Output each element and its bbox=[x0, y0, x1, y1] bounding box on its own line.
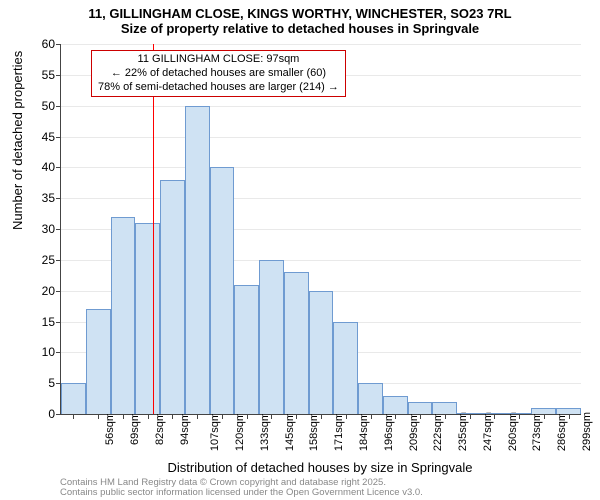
y-tick-label: 25 bbox=[25, 253, 55, 267]
x-tick-label: 69sqm bbox=[129, 412, 141, 445]
x-tick-label: 184sqm bbox=[358, 412, 370, 451]
histogram-bar bbox=[61, 383, 86, 414]
chart-title-main: 11, GILLINGHAM CLOSE, KINGS WORTHY, WINC… bbox=[0, 0, 600, 21]
x-tick-label: 120sqm bbox=[234, 412, 246, 451]
annotation-line: 78% of semi-detached houses are larger (… bbox=[98, 81, 339, 95]
histogram-bar bbox=[86, 309, 111, 414]
annotation-line: ← 22% of detached houses are smaller (60… bbox=[98, 67, 339, 81]
histogram-bar bbox=[135, 223, 160, 414]
y-tick-label: 50 bbox=[25, 99, 55, 113]
y-tick-label: 35 bbox=[25, 191, 55, 205]
y-tick-label: 55 bbox=[25, 68, 55, 82]
histogram-bar bbox=[284, 272, 309, 414]
histogram-bar bbox=[333, 322, 358, 415]
histogram-bar bbox=[160, 180, 185, 414]
annotation-line: 11 GILLINGHAM CLOSE: 97sqm bbox=[98, 53, 339, 67]
x-tick-label: 82sqm bbox=[154, 412, 166, 445]
y-tick-label: 5 bbox=[25, 376, 55, 390]
y-tick-label: 60 bbox=[25, 37, 55, 51]
histogram-bar bbox=[185, 106, 210, 414]
reference-line bbox=[153, 44, 154, 414]
x-tick-label: 222sqm bbox=[432, 412, 444, 451]
x-tick-label: 299sqm bbox=[581, 412, 593, 451]
y-tick-label: 10 bbox=[25, 345, 55, 359]
x-tick-label: 247sqm bbox=[482, 412, 494, 451]
x-tick-label: 107sqm bbox=[210, 412, 222, 451]
annotation-box: 11 GILLINGHAM CLOSE: 97sqm← 22% of detac… bbox=[91, 50, 346, 97]
histogram-bar bbox=[383, 396, 408, 415]
histogram-bar bbox=[358, 383, 383, 414]
y-tick-label: 20 bbox=[25, 284, 55, 298]
x-tick-label: 235sqm bbox=[457, 412, 469, 451]
x-axis-label: Distribution of detached houses by size … bbox=[60, 460, 580, 475]
histogram-bar bbox=[408, 402, 433, 414]
y-axis-label: Number of detached properties bbox=[10, 51, 25, 230]
x-tick-label: 286sqm bbox=[556, 412, 568, 451]
chart-title-sub: Size of property relative to detached ho… bbox=[0, 21, 600, 38]
histogram-bar bbox=[234, 285, 259, 415]
y-tick-label: 40 bbox=[25, 160, 55, 174]
y-tick-label: 45 bbox=[25, 130, 55, 144]
y-tick-label: 15 bbox=[25, 315, 55, 329]
x-tick-label: 171sqm bbox=[333, 412, 345, 451]
x-tick-label: 196sqm bbox=[383, 412, 395, 451]
x-tick-label: 56sqm bbox=[104, 412, 116, 445]
x-tick-label: 260sqm bbox=[507, 412, 519, 451]
histogram-bar bbox=[111, 217, 136, 414]
x-tick-label: 133sqm bbox=[259, 412, 271, 451]
x-tick-label: 145sqm bbox=[284, 412, 296, 451]
footer-line-2: Contains public sector information licen… bbox=[60, 488, 423, 498]
x-tick-label: 94sqm bbox=[179, 412, 191, 445]
x-tick-label: 158sqm bbox=[309, 412, 321, 451]
histogram-bar bbox=[309, 291, 334, 414]
chart-plot-area: 05101520253035404550556056sqm69sqm82sqm9… bbox=[60, 44, 580, 414]
x-tick-label: 273sqm bbox=[531, 412, 543, 451]
histogram-bar bbox=[210, 167, 235, 414]
histogram-bar bbox=[259, 260, 284, 414]
histogram-bar bbox=[432, 402, 457, 414]
y-tick-label: 0 bbox=[25, 407, 55, 421]
footer-attribution: Contains HM Land Registry data © Crown c… bbox=[60, 478, 423, 499]
x-tick-label: 209sqm bbox=[408, 412, 420, 451]
y-tick-label: 30 bbox=[25, 222, 55, 236]
